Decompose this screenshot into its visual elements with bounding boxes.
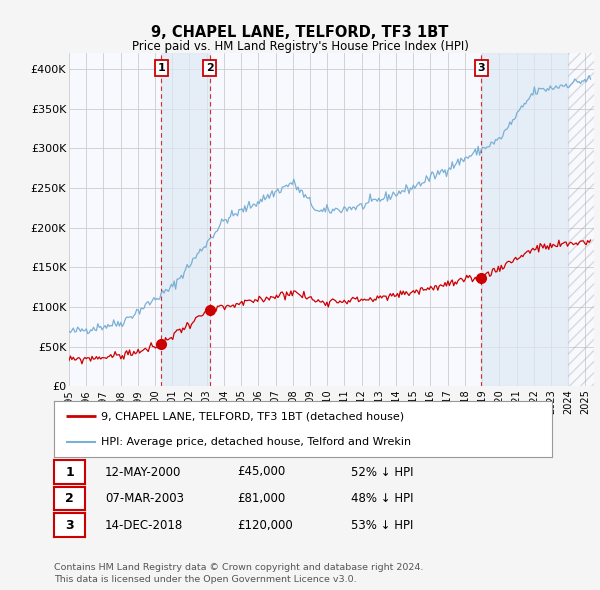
Text: HPI: Average price, detached house, Telford and Wrekin: HPI: Average price, detached house, Telf…: [101, 437, 412, 447]
Text: 2: 2: [206, 63, 214, 73]
Text: 3: 3: [478, 63, 485, 73]
Text: 9, CHAPEL LANE, TELFORD, TF3 1BT (detached house): 9, CHAPEL LANE, TELFORD, TF3 1BT (detach…: [101, 411, 404, 421]
Bar: [568, 53, 594, 386]
Bar: [161, 53, 210, 386]
Bar: [481, 53, 568, 386]
Text: £81,000: £81,000: [237, 492, 285, 505]
Bar: [568, 53, 594, 386]
Text: 1: 1: [65, 466, 74, 478]
Text: 53% ↓ HPI: 53% ↓ HPI: [351, 519, 413, 532]
Text: 07-MAR-2003: 07-MAR-2003: [105, 492, 184, 505]
Text: Contains HM Land Registry data © Crown copyright and database right 2024.
This d: Contains HM Land Registry data © Crown c…: [54, 563, 424, 584]
Text: £45,000: £45,000: [237, 466, 285, 478]
Text: 9, CHAPEL LANE, TELFORD, TF3 1BT: 9, CHAPEL LANE, TELFORD, TF3 1BT: [151, 25, 449, 40]
Text: 14-DEC-2018: 14-DEC-2018: [105, 519, 183, 532]
Text: 3: 3: [65, 519, 74, 532]
Text: 1: 1: [158, 63, 166, 73]
Text: 2: 2: [65, 492, 74, 505]
Text: £120,000: £120,000: [237, 519, 293, 532]
Text: 52% ↓ HPI: 52% ↓ HPI: [351, 466, 413, 478]
Text: 48% ↓ HPI: 48% ↓ HPI: [351, 492, 413, 505]
Text: Price paid vs. HM Land Registry's House Price Index (HPI): Price paid vs. HM Land Registry's House …: [131, 40, 469, 53]
Text: 12-MAY-2000: 12-MAY-2000: [105, 466, 181, 478]
